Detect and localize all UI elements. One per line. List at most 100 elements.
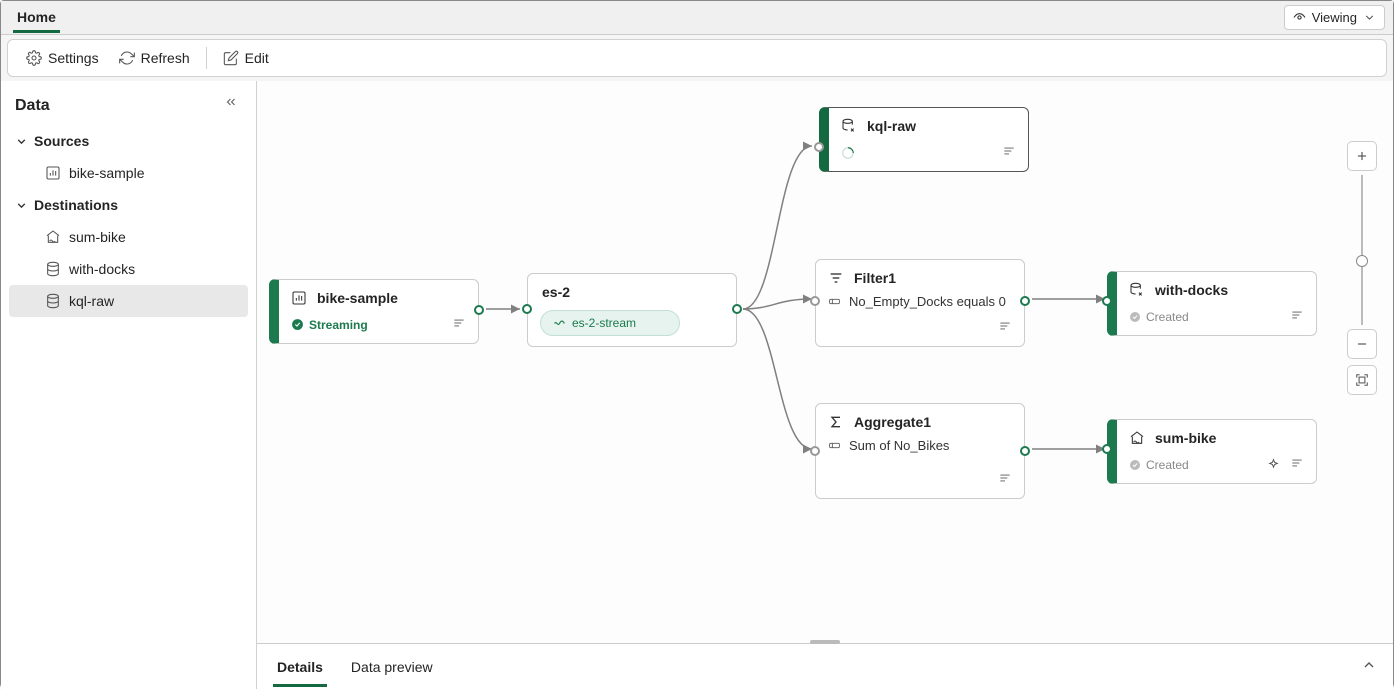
minus-icon bbox=[1355, 337, 1369, 351]
sidebar-item-sum-bike[interactable]: sum-bike bbox=[9, 221, 248, 253]
view-mode-dropdown[interactable]: Viewing bbox=[1284, 5, 1385, 30]
sidebar-title: Data bbox=[9, 93, 248, 125]
panel-drag-handle[interactable] bbox=[810, 640, 840, 644]
input-port[interactable] bbox=[522, 304, 532, 314]
zoom-out-button[interactable] bbox=[1347, 329, 1377, 359]
node-filter1[interactable]: Filter1 No_Empty_Docks equals 0 bbox=[815, 259, 1025, 347]
refresh-button[interactable]: Refresh bbox=[109, 44, 200, 72]
node-es-2[interactable]: es-2 es-2-stream bbox=[527, 273, 737, 347]
sidebar-section-destinations[interactable]: Destinations bbox=[9, 189, 248, 221]
sidebar-item-label: sum-bike bbox=[69, 229, 126, 245]
node-aggregate1[interactable]: Aggregate1 Sum of No_Bikes bbox=[815, 403, 1025, 499]
edges-layer bbox=[257, 81, 1393, 689]
node-menu-icon[interactable] bbox=[1290, 308, 1304, 325]
sidebar-item-with-docks[interactable]: with-docks bbox=[9, 253, 248, 285]
plus-icon bbox=[1355, 149, 1369, 163]
status-badge: Created bbox=[1129, 458, 1189, 472]
tab-details[interactable]: Details bbox=[273, 647, 327, 687]
toolbar: Settings Refresh Edit bbox=[7, 39, 1387, 77]
tab-home[interactable]: Home bbox=[13, 3, 60, 33]
lakehouse-icon bbox=[45, 229, 61, 245]
sidebar: Data Sources bike-sample Destinations su… bbox=[1, 81, 257, 689]
sources-label: Sources bbox=[34, 133, 89, 149]
view-mode-label: Viewing bbox=[1312, 10, 1357, 25]
sidebar-item-label: bike-sample bbox=[69, 165, 144, 181]
filter-condition: No_Empty_Docks equals 0 bbox=[816, 290, 1024, 309]
zoom-slider[interactable] bbox=[1361, 175, 1363, 325]
sidebar-item-label: kql-raw bbox=[69, 293, 114, 309]
input-port[interactable] bbox=[1102, 444, 1112, 454]
sparkle-icon bbox=[1267, 458, 1280, 471]
output-port[interactable] bbox=[732, 304, 742, 314]
chevron-down-icon bbox=[15, 135, 28, 148]
workspace: Data Sources bike-sample Destinations su… bbox=[1, 81, 1393, 689]
status-badge: Created bbox=[1129, 310, 1189, 324]
node-sum-bike[interactable]: sum-bike Created bbox=[1107, 419, 1317, 484]
database-icon bbox=[45, 293, 61, 309]
database-arrow-icon bbox=[841, 118, 857, 134]
chevron-up-icon bbox=[1361, 657, 1377, 673]
edit-label: Edit bbox=[245, 50, 269, 66]
node-title-text: Aggregate1 bbox=[854, 414, 931, 430]
input-port[interactable] bbox=[810, 446, 820, 456]
node-bike-sample[interactable]: bike-sample Streaming bbox=[269, 279, 479, 344]
zoom-in-button[interactable] bbox=[1347, 141, 1377, 171]
fit-screen-icon bbox=[1355, 373, 1369, 387]
node-title-text: bike-sample bbox=[317, 290, 398, 306]
chart-icon bbox=[45, 165, 61, 181]
node-kql-raw[interactable]: kql-raw bbox=[819, 107, 1029, 172]
filter-icon bbox=[828, 270, 844, 286]
node-title-text: with-docks bbox=[1155, 282, 1228, 298]
spinner-icon bbox=[841, 146, 855, 160]
input-port[interactable] bbox=[1102, 296, 1112, 306]
stream-chip[interactable]: es-2-stream bbox=[540, 310, 680, 336]
node-title-text: kql-raw bbox=[867, 118, 916, 134]
sigma-icon bbox=[828, 414, 844, 430]
sidebar-item-kql-raw[interactable]: kql-raw bbox=[9, 285, 248, 317]
chevrons-left-icon bbox=[224, 95, 238, 109]
destinations-label: Destinations bbox=[34, 197, 118, 213]
input-port[interactable] bbox=[814, 142, 824, 152]
output-port[interactable] bbox=[1020, 446, 1030, 456]
input-port[interactable] bbox=[810, 296, 820, 306]
zoom-controls bbox=[1347, 141, 1377, 395]
collapse-sidebar-button[interactable] bbox=[224, 95, 238, 112]
status-badge: Streaming bbox=[291, 318, 368, 332]
top-bar: Home Viewing bbox=[1, 1, 1393, 35]
canvas[interactable]: bike-sample Streaming es-2 es bbox=[257, 81, 1393, 689]
chevron-down-icon bbox=[15, 199, 28, 212]
tab-data-preview[interactable]: Data preview bbox=[347, 647, 437, 687]
node-with-docks[interactable]: with-docks Created bbox=[1107, 271, 1317, 336]
eye-icon bbox=[1293, 11, 1306, 24]
settings-button[interactable]: Settings bbox=[16, 44, 109, 72]
refresh-icon bbox=[119, 50, 135, 66]
expand-panel-button[interactable] bbox=[1361, 657, 1377, 676]
check-circle-icon bbox=[291, 318, 304, 331]
database-arrow-icon bbox=[1129, 282, 1145, 298]
edit-button[interactable]: Edit bbox=[213, 44, 279, 72]
node-menu-icon[interactable] bbox=[1290, 456, 1304, 473]
fit-to-screen-button[interactable] bbox=[1347, 365, 1377, 395]
field-icon bbox=[828, 295, 841, 308]
zoom-thumb[interactable] bbox=[1356, 255, 1368, 267]
chevron-down-icon bbox=[1363, 11, 1376, 24]
node-menu-icon[interactable] bbox=[998, 471, 1012, 488]
node-title-text: es-2 bbox=[542, 284, 570, 300]
node-menu-icon[interactable] bbox=[1002, 144, 1016, 161]
settings-label: Settings bbox=[48, 50, 99, 66]
output-port[interactable] bbox=[1020, 296, 1030, 306]
sidebar-item-bike-sample[interactable]: bike-sample bbox=[9, 157, 248, 189]
sidebar-section-sources[interactable]: Sources bbox=[9, 125, 248, 157]
field-icon bbox=[828, 439, 841, 452]
lakehouse-icon bbox=[1129, 430, 1145, 446]
stream-icon bbox=[553, 317, 566, 330]
node-menu-icon[interactable] bbox=[998, 319, 1012, 336]
check-circle-icon bbox=[1129, 311, 1141, 323]
database-icon bbox=[45, 261, 61, 277]
node-title-text: sum-bike bbox=[1155, 430, 1216, 446]
output-port[interactable] bbox=[474, 305, 484, 315]
refresh-label: Refresh bbox=[141, 50, 190, 66]
aggregate-expression: Sum of No_Bikes bbox=[816, 434, 1024, 453]
node-menu-icon[interactable] bbox=[452, 316, 466, 333]
edit-icon bbox=[223, 50, 239, 66]
